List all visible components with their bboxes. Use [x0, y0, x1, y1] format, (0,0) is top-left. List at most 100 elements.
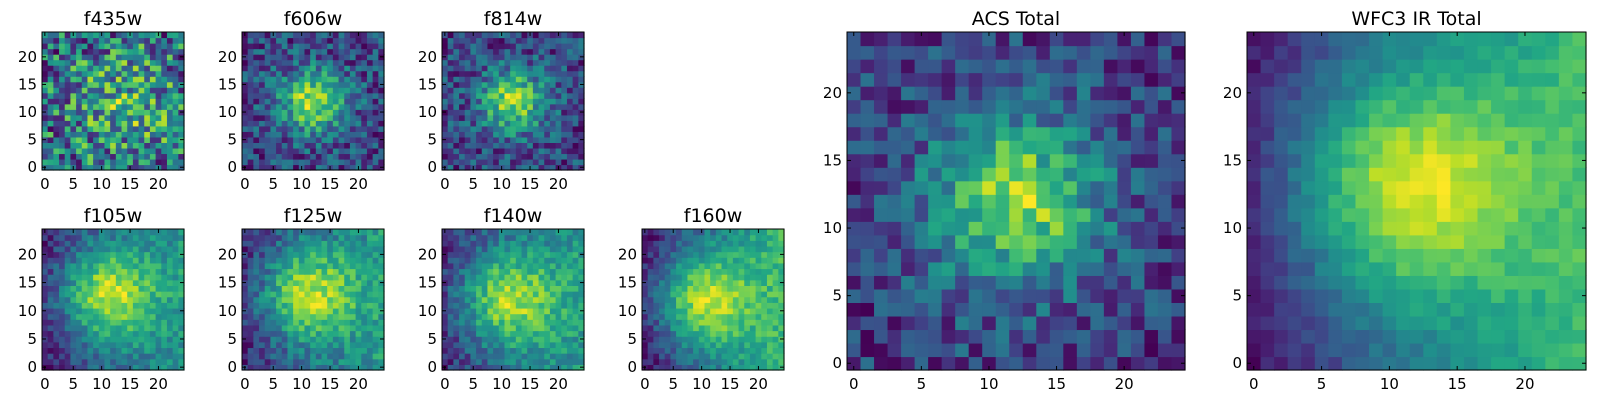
- heatmap-cell: [327, 59, 334, 66]
- heatmap-cell: [53, 65, 60, 72]
- heatmap-cell: [498, 147, 506, 155]
- heatmap-cell: [310, 125, 317, 132]
- heatmap-cell: [161, 32, 168, 39]
- heatmap-cell: [681, 234, 689, 241]
- heatmap-cell: [110, 70, 117, 77]
- heatmap-cell: [127, 274, 134, 281]
- heatmap-cell: [178, 147, 185, 155]
- heatmap-cell: [355, 131, 362, 138]
- heatmap-cell: [253, 65, 260, 72]
- heatmap-cell: [355, 87, 362, 94]
- heatmap-cell: [355, 147, 362, 155]
- heatmap-cell: [149, 98, 157, 105]
- heatmap-cell: [87, 109, 94, 116]
- heatmap-cell: [459, 37, 466, 44]
- heatmap-cell: [366, 291, 374, 298]
- heatmap-cell: [744, 313, 751, 320]
- heatmap-cell: [47, 114, 54, 121]
- heatmap-cell: [527, 251, 534, 258]
- heatmap-cell: [464, 125, 471, 132]
- heatmap-cell: [121, 147, 128, 155]
- heatmap-cell: [442, 147, 449, 155]
- heatmap-cell: [561, 229, 568, 236]
- heatmap-cell: [115, 164, 123, 171]
- heatmap-cell: [315, 364, 323, 371]
- heatmap-cell: [538, 43, 545, 50]
- heatmap-cell: [93, 98, 100, 105]
- heatmap-cell: [132, 240, 140, 247]
- heatmap-cell: [372, 353, 379, 360]
- heatmap-cell: [355, 81, 362, 88]
- heatmap-cell: [510, 92, 517, 99]
- heatmap-cell: [281, 341, 289, 349]
- heatmap-cell: [459, 319, 466, 326]
- heatmap-cell: [344, 319, 351, 326]
- heatmap-cell: [676, 245, 683, 253]
- heatmap-cell: [681, 251, 689, 258]
- heatmap-cell: [532, 279, 540, 286]
- heatmap-cell: [110, 262, 117, 270]
- heatmap-cell: [847, 356, 862, 371]
- heatmap-cell: [327, 48, 334, 55]
- heatmap-cell: [344, 307, 351, 315]
- heatmap-cell: [321, 131, 328, 138]
- heatmap-cell: [127, 319, 134, 326]
- heatmap-cell: [744, 336, 751, 343]
- heatmap-cell: [493, 92, 500, 99]
- heatmap-cell: [860, 167, 875, 182]
- heatmap-cell: [772, 245, 779, 253]
- heatmap-cell: [242, 302, 249, 309]
- heatmap-cell: [549, 347, 557, 354]
- heatmap-cell: [138, 324, 145, 332]
- heatmap-cell: [487, 54, 494, 61]
- heatmap-cell: [315, 336, 323, 343]
- heatmap-cell: [561, 65, 568, 72]
- heatmap-cell: [566, 347, 574, 354]
- heatmap-cell: [81, 285, 89, 292]
- heatmap-cell: [874, 207, 889, 222]
- heatmap-cell: [464, 245, 471, 253]
- heatmap-cell: [1103, 261, 1118, 276]
- heatmap-cell: [761, 262, 768, 270]
- heatmap-cell: [59, 147, 66, 155]
- heatmap-cell: [578, 262, 585, 270]
- heatmap-cell: [264, 324, 271, 332]
- heatmap-cell: [1157, 207, 1173, 222]
- heatmap-cell: [578, 43, 585, 50]
- heatmap-cell: [155, 240, 162, 247]
- heatmap-cell: [995, 261, 1010, 276]
- heatmap-cell: [264, 114, 271, 121]
- heatmap-cell: [366, 336, 374, 343]
- heatmap-cell: [521, 245, 528, 253]
- heatmap-cell: [70, 153, 77, 160]
- heatmap-cell: [327, 43, 334, 50]
- heatmap-cell: [715, 302, 723, 309]
- heatmap-cell: [76, 147, 83, 155]
- heatmap-cell: [698, 307, 706, 315]
- heatmap-cell: [659, 229, 666, 236]
- heatmap-cell: [710, 358, 717, 365]
- heatmap-cell: [378, 92, 385, 99]
- heatmap-cell: [304, 147, 311, 155]
- heatmap-cell: [110, 153, 117, 160]
- heatmap-cell: [378, 32, 385, 39]
- heatmap-cell: [476, 164, 483, 171]
- heatmap-cell: [493, 274, 500, 281]
- heatmap-cell: [538, 302, 545, 309]
- heatmap-cell: [766, 347, 774, 354]
- heatmap-cell: [132, 245, 140, 253]
- heatmap-cell: [355, 103, 362, 110]
- heatmap-cell: [476, 147, 483, 155]
- heatmap-cell: [161, 245, 168, 253]
- heatmap-cell: [87, 353, 94, 360]
- heatmap-cell: [698, 319, 706, 326]
- heatmap-cell: [647, 296, 654, 303]
- heatmap-cell: [755, 291, 762, 298]
- heatmap-cell: [276, 229, 283, 236]
- heatmap-cell: [1049, 221, 1064, 236]
- heatmap-cell: [344, 98, 351, 105]
- heatmap-cell: [166, 76, 174, 83]
- heatmap-cell: [464, 307, 471, 315]
- heatmap-cell: [344, 341, 351, 349]
- heatmap-cell: [521, 341, 528, 349]
